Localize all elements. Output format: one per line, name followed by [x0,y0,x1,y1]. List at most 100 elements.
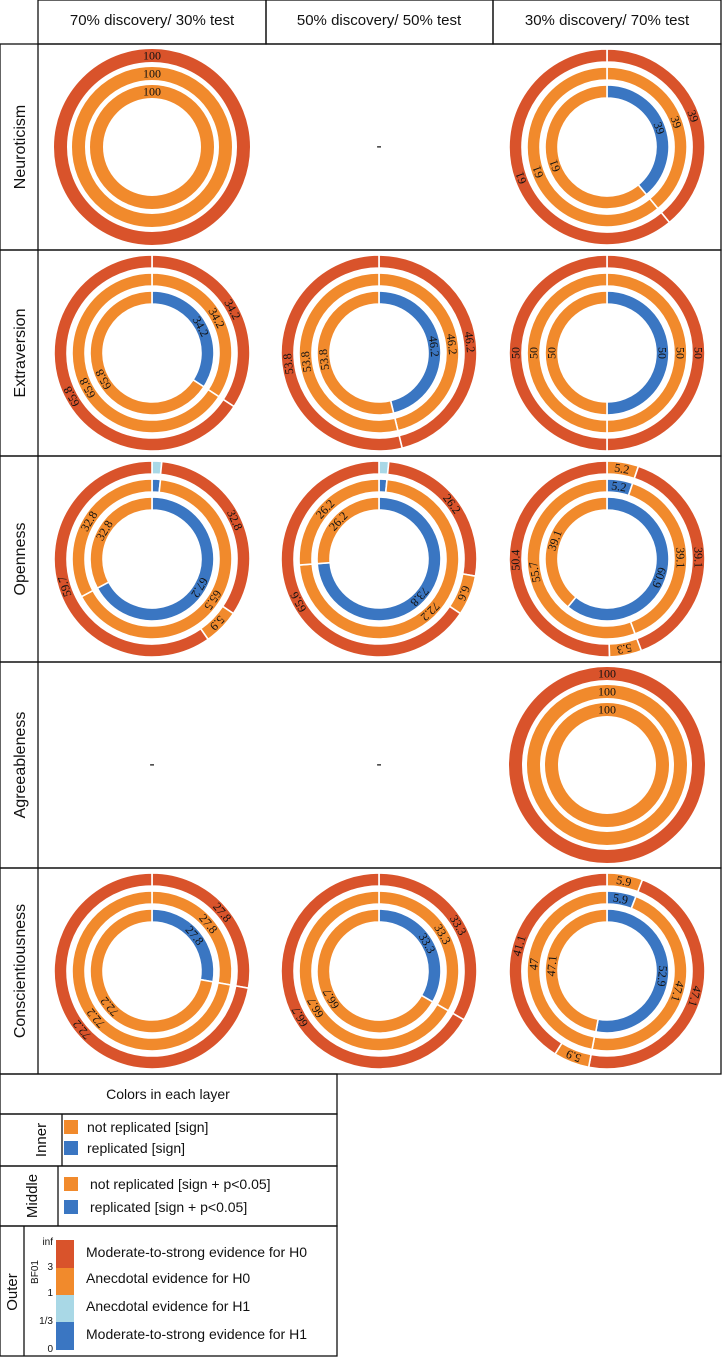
inner-ring-segment [544,84,648,210]
middle-ring-segment [71,890,232,1052]
inner-ring-segment [544,496,608,609]
middle-ring-segment [526,478,637,640]
middle-ring-label: 47 [526,957,541,970]
middle-ring-label: 100 [598,685,616,699]
legend-item-text: Anecdotal evidence for H1 [86,1298,250,1314]
legend-colorbar-segment [56,1322,74,1350]
legend-colorbar-segment [56,1268,74,1295]
legend-tick: 3 [47,1262,53,1273]
legend-tick: 1/3 [39,1316,53,1327]
donut-conscientiousness-col1: 27.872.227.872.227.872.2 [53,872,251,1070]
legend-tick: inf [42,1237,53,1248]
inner-ring-segment [316,496,442,622]
outer-ring-segment [54,49,250,245]
outer-ring-segment [508,872,608,1056]
legend-item-text: not replicated [sign + p<0.05] [90,1176,271,1192]
middle-ring-segment [527,685,687,845]
middle-ring-segment [298,890,450,1052]
row-label: Agreeableness [12,712,29,819]
legend-swatch [64,1141,78,1155]
outer-ring-segment [280,254,404,452]
middle-ring-label: 46.2 [444,333,460,356]
column-headers: 70% discovery/ 30% test 50% discovery/ 5… [37,0,722,45]
row-label: Extraversion [12,309,29,398]
legend-item-text: Moderate-to-strong evidence for H0 [86,1244,307,1260]
middle-ring-segment [526,66,660,228]
donut-extraversion-col2: 46.2 53.8 46.2 53.8 46.2 53.8 [280,254,478,452]
legend-swatch [64,1200,78,1214]
outer-ring-label: 6.6 [455,584,474,603]
inner-ring-label: 61 [546,158,563,174]
middle-ring-label: 5.2 [610,478,627,494]
inner-ring-segment [89,908,214,1034]
legend-middle-box [0,1165,338,1227]
inner-ring-label: 52.9 [654,965,670,987]
outer-ring-label: 47.1 [685,984,704,1008]
legend-inner-label: Inner [33,1123,50,1157]
column-header: 50% discovery/ 50% test [297,12,462,29]
middle-ring-label: 55.7 [526,561,544,584]
outer-ring-segment [508,460,611,658]
outer-ring-segment [508,48,671,246]
middle-ring-label: 100 [143,67,161,81]
donut-conscientiousness-col2: 33.366.733.366.733.366.7 [280,872,478,1070]
donut-agreeableness-col2: - [376,756,381,773]
middle-ring-label: 50 [527,347,541,359]
outer-ring-label: 41.1 [509,934,528,958]
donut-agreeableness-col1: - [149,756,154,773]
middle-ring-label: 39 [668,114,685,130]
inner-ring-label: 47.1 [544,955,560,977]
legend-item-text: not replicated [sign] [87,1119,208,1135]
middle-ring-label: 61 [529,164,546,180]
legend-outer-label: Outer [4,1273,21,1311]
row-label: Openness [12,523,29,596]
middle-ring-segment [71,478,153,598]
legend-item-text: replicated [sign] [87,1140,185,1156]
inner-ring-segment [89,496,153,590]
middle-ring-segment [72,67,232,227]
legend-item-text: Anecdotal evidence for H0 [86,1270,250,1286]
outer-ring-label: 39.1 [691,547,705,568]
outer-ring-segment [280,460,462,658]
donut-extraversion-col3: 50 50 50 50 50 50 [508,254,706,452]
outer-ring-segment [508,254,608,452]
inner-ring-segment [90,85,214,209]
legend: Colors in each layer Inner not replicate… [0,1073,338,1357]
legend-tick: 0 [47,1344,53,1355]
legend-swatch [64,1177,78,1191]
donut-agreeableness-col3: 100 100 100 [509,667,705,863]
inner-ring-label: 60.9 [649,565,669,589]
legend-middle-label: Middle [24,1174,41,1218]
inner-ring-label: 53.8 [316,348,332,371]
outer-ring-segment [53,872,250,1070]
legend-item-text: replicated [sign + p<0.05] [90,1199,247,1215]
donut-openness-col1: 67.232.865.532.8 32.85.959.7 [53,460,251,658]
middle-ring-segment [298,272,399,434]
inner-ring-label: 39.1 [545,528,565,552]
inner-ring-label: 50 [656,347,670,359]
legend-colorbar-segment [56,1295,74,1322]
inner-ring-label: 46.2 [426,335,442,358]
inner-ring-segment [316,290,395,416]
outer-ring-label: 39 [684,108,701,124]
donut-openness-col2: 73.826.272.226.2 26.26.665.6 [280,460,478,658]
inner-ring-segment [544,290,608,416]
legend-item-text: Moderate-to-strong evidence for H1 [86,1326,307,1342]
outer-ring-label: 50.4 [508,550,522,571]
outer-ring-segment [509,667,705,863]
row-labels: Neuroticism Extraversion Openness Agreea… [12,105,29,1038]
donut-neuroticism-col2: - [376,138,381,155]
missing-cell-marker: - [149,756,154,773]
outer-ring-segment [280,872,466,1070]
row-grid [0,43,722,1075]
inner-ring-segment [545,703,669,827]
middle-ring-segment [71,272,221,434]
middle-ring-segment [526,272,608,434]
middle-ring-label: 47.1 [668,979,687,1003]
legend-tick: 1 [47,1288,53,1299]
outer-ring-label: 5.2 [613,461,630,477]
column-header: 30% discovery/ 70% test [525,12,690,29]
outer-ring-label: 50 [509,347,523,359]
middle-ring-label: 50 [674,347,688,359]
